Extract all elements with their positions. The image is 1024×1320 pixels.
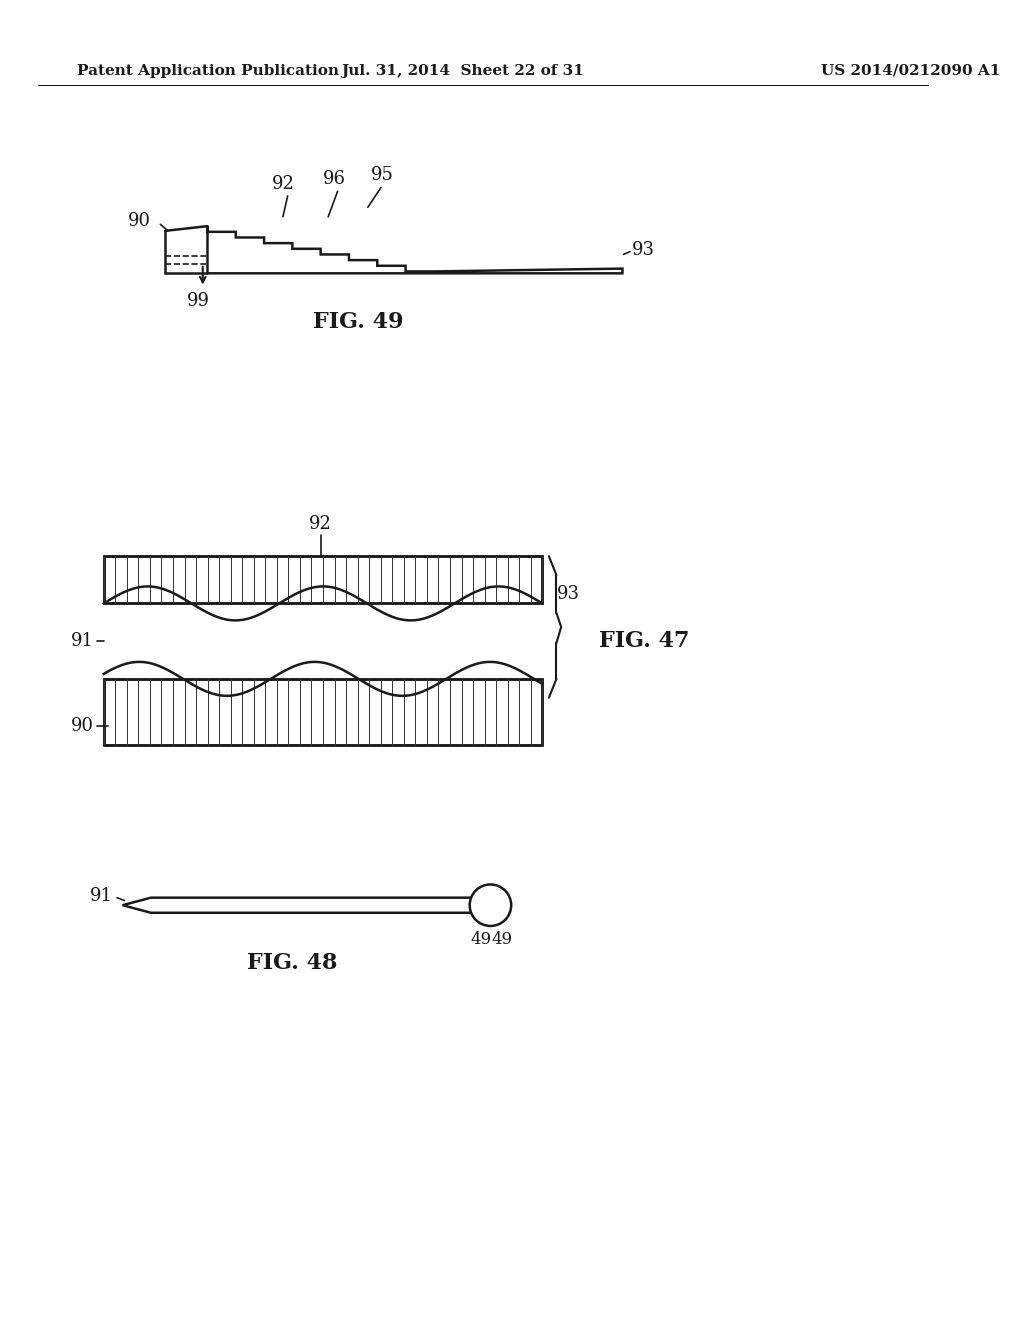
Text: 90: 90	[128, 213, 151, 231]
Polygon shape	[123, 898, 476, 912]
Text: 92: 92	[309, 515, 332, 533]
Text: 91: 91	[90, 887, 114, 904]
Circle shape	[470, 884, 511, 925]
Text: FIG. 49: FIG. 49	[313, 312, 403, 333]
Text: 96: 96	[324, 170, 346, 189]
Bar	[103, 678, 543, 744]
Text: Jul. 31, 2014  Sheet 22 of 31: Jul. 31, 2014 Sheet 22 of 31	[341, 63, 584, 78]
Text: 95: 95	[371, 166, 393, 183]
Bar	[103, 556, 543, 603]
Text: 93: 93	[556, 585, 580, 603]
Text: 99: 99	[186, 292, 210, 310]
Text: 92: 92	[271, 176, 294, 193]
Text: 49: 49	[492, 931, 512, 948]
Bar	[103, 678, 543, 744]
Polygon shape	[208, 226, 623, 273]
Text: FIG. 48: FIG. 48	[247, 952, 338, 974]
Text: 90: 90	[72, 717, 94, 735]
Text: US 2014/0212090 A1: US 2014/0212090 A1	[820, 63, 999, 78]
Text: 91: 91	[72, 632, 94, 651]
Text: 93: 93	[632, 240, 655, 259]
Bar	[103, 556, 543, 603]
Text: 49: 49	[470, 931, 492, 948]
Text: Patent Application Publication: Patent Application Publication	[78, 63, 339, 78]
Text: FIG. 47: FIG. 47	[599, 630, 689, 652]
